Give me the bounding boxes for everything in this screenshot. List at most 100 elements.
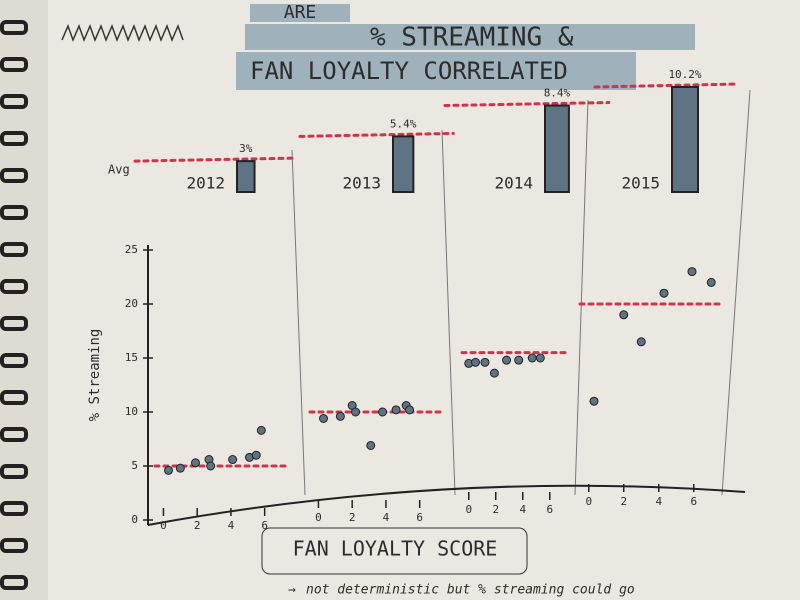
spiral-ring — [0, 279, 28, 294]
value-label: 10.2% — [668, 68, 701, 81]
x-axis-label: FAN LOYALTY SCORE — [293, 537, 498, 561]
spiral-binding — [0, 20, 28, 590]
bar — [544, 104, 570, 193]
bar — [392, 135, 415, 193]
x-tick-label: 2 — [492, 503, 499, 516]
x-tick-label: 0 — [465, 503, 472, 516]
spiral-ring — [0, 131, 28, 146]
title-line: ARE — [284, 2, 317, 23]
point — [514, 355, 524, 365]
point — [480, 357, 490, 367]
point — [228, 455, 238, 465]
point — [175, 463, 185, 473]
annotation: Avg — [108, 163, 130, 177]
bar — [671, 86, 699, 193]
point — [527, 353, 537, 363]
point — [502, 355, 512, 365]
value-label: 5.4% — [390, 117, 417, 130]
x-tick-label: 2 — [349, 511, 356, 524]
panel-separators — [291, 89, 751, 496]
arrow: → — [288, 583, 296, 598]
title-line: % STREAMING & — [370, 23, 574, 53]
marker-highlight — [250, 4, 350, 22]
spiral-ring — [0, 205, 28, 220]
y-tick-label: 25 — [125, 243, 138, 256]
separator — [574, 99, 589, 496]
spiral-ring — [0, 538, 28, 553]
spiral-ring — [0, 168, 28, 183]
point — [589, 396, 599, 406]
value-label: 8.4% — [544, 87, 571, 100]
average-line — [593, 82, 740, 89]
bar — [236, 160, 256, 193]
x-tick-label: 4 — [383, 511, 390, 524]
point — [619, 310, 629, 320]
spiral-ring — [0, 464, 28, 479]
point — [319, 413, 328, 423]
point — [164, 465, 173, 475]
spiral-ring — [0, 390, 28, 405]
category-label: 2014 — [494, 174, 533, 193]
spiral-ring — [0, 501, 28, 516]
x-axis — [147, 484, 746, 526]
point — [706, 277, 716, 287]
point — [251, 450, 261, 460]
y-tick-label: 15 — [125, 351, 138, 364]
y-tick-label: 10 — [125, 405, 138, 418]
separator — [291, 149, 306, 496]
point — [391, 405, 401, 415]
point — [206, 461, 216, 471]
average-line — [443, 101, 611, 108]
spiral-ring — [0, 316, 28, 331]
separator — [721, 89, 751, 496]
point — [489, 368, 499, 378]
y-tick-label: 0 — [131, 513, 138, 526]
y-tick-label: 20 — [125, 297, 138, 310]
x-tick-label: 6 — [261, 519, 268, 532]
x-tick-label: 6 — [690, 495, 697, 508]
point — [471, 357, 480, 367]
y-axis-label: % Streaming — [87, 329, 103, 422]
point — [191, 458, 200, 468]
marker-highlight — [245, 24, 695, 50]
point — [405, 405, 415, 415]
category-label: 2013 — [342, 174, 381, 193]
x-tick-label: 0 — [160, 519, 167, 532]
x-tick-label: 4 — [228, 519, 235, 532]
point — [636, 337, 646, 347]
point — [535, 353, 545, 363]
x-tick-label: 0 — [585, 495, 592, 508]
spiral-ring — [0, 94, 28, 109]
scribble — [61, 23, 184, 43]
x-tick-label: 0 — [315, 511, 322, 524]
spiral-ring — [0, 20, 28, 35]
x-tick-label: 6 — [416, 511, 423, 524]
title-line: FAN LOYALTY CORRELATED — [250, 57, 568, 85]
spiral-ring — [0, 57, 28, 72]
point — [366, 440, 376, 450]
point — [351, 407, 361, 417]
average-line — [133, 156, 297, 163]
point — [256, 425, 266, 435]
x-tick-label: 4 — [519, 503, 526, 516]
point — [378, 407, 388, 417]
x-tick-label: 2 — [620, 495, 627, 508]
spiral-ring — [0, 427, 28, 442]
spiral-ring — [0, 242, 28, 257]
spiral-ring — [0, 575, 28, 590]
category-label: 2015 — [621, 174, 660, 193]
marker-highlight — [236, 52, 636, 90]
label-box — [261, 527, 528, 575]
y-tick-label: 5 — [131, 459, 138, 472]
category-label: 2012 — [186, 174, 225, 193]
point — [335, 411, 345, 421]
point — [687, 267, 697, 277]
spiral-ring — [0, 353, 28, 368]
point — [659, 288, 669, 298]
x-tick-label: 6 — [546, 503, 553, 516]
x-tick-label: 2 — [194, 519, 201, 532]
x-tick-label: 4 — [655, 495, 662, 508]
value-label: 3% — [239, 142, 253, 155]
note: not deterministic but % streaming could … — [306, 583, 635, 598]
